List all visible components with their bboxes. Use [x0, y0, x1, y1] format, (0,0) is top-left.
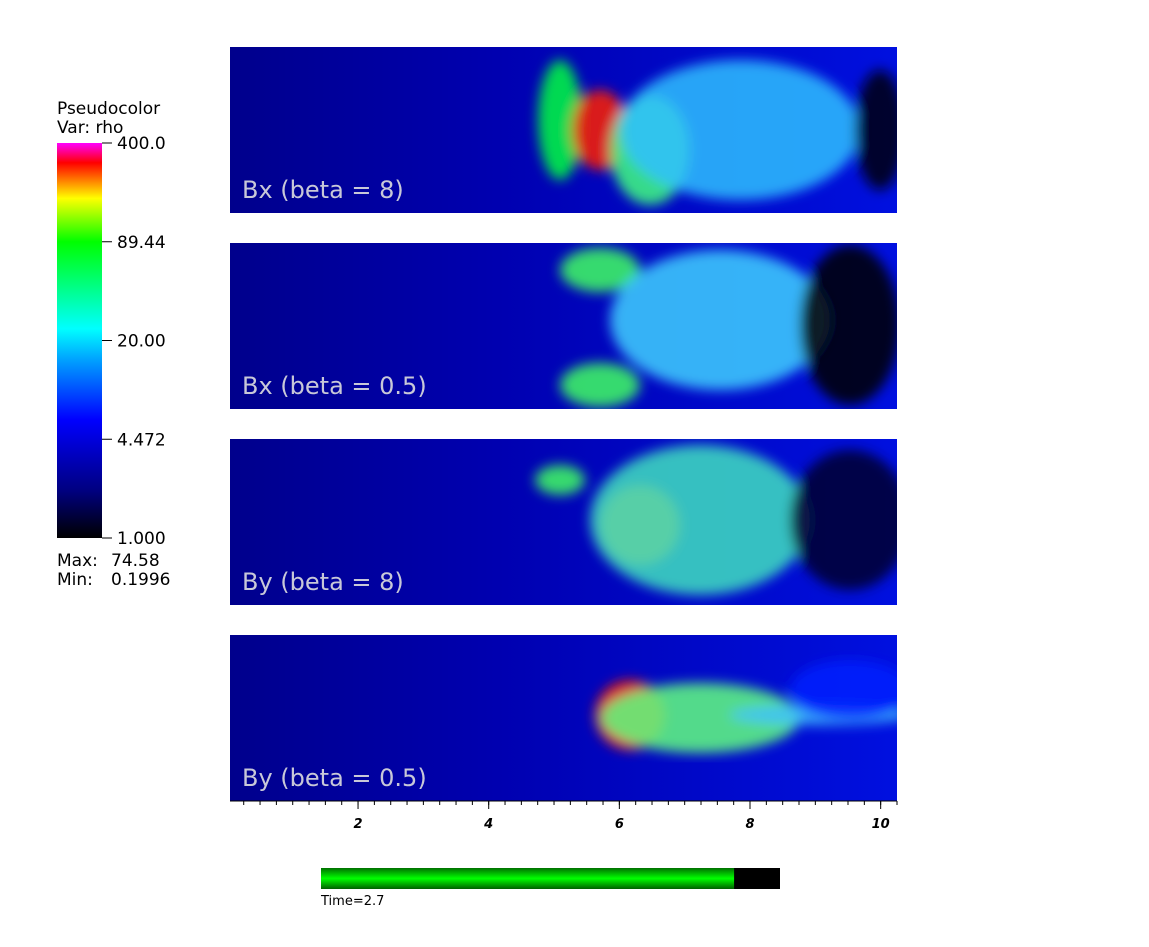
x-tick-label: 8 — [745, 817, 754, 832]
flow-structure — [535, 465, 585, 495]
color-bar — [57, 143, 102, 538]
min-value: 0.1996 — [111, 570, 170, 590]
x-tick-label: 10 — [872, 817, 890, 832]
flow-structure — [560, 248, 640, 292]
time-label: Time=2.7 — [320, 894, 384, 909]
flow-structure — [790, 660, 897, 720]
x-tick-label: 6 — [615, 817, 624, 832]
flow-structure — [538, 60, 582, 180]
legend-tick-label: 20.00 — [117, 332, 166, 352]
panel-label: By (beta = 0.5) — [242, 764, 427, 792]
x-tick-label: 4 — [483, 817, 493, 832]
x-tick-label: 2 — [354, 817, 363, 832]
panel-structures — [560, 245, 897, 407]
legend-tick-label: 4.472 — [117, 430, 166, 450]
flow-structure — [620, 60, 860, 200]
legend-tick-label: 400.0 — [117, 134, 166, 154]
max-value: 74.58 — [111, 551, 160, 571]
flow-structure — [800, 245, 897, 405]
panel-structures — [538, 60, 897, 205]
panels: Bx (beta = 8) Bx (beta = 0.5) By (beta = 8… — [230, 47, 897, 801]
time-progress — [321, 868, 735, 889]
panel-structures — [595, 660, 897, 753]
flow-structure — [600, 683, 800, 753]
legend-tick-label: 89.44 — [117, 233, 166, 253]
max-label: Max: — [57, 551, 98, 571]
flow-structure — [790, 450, 897, 590]
legend-variable: Var: rho — [57, 118, 123, 138]
panel-label: By (beta = 8) — [242, 568, 404, 596]
flow-structure — [590, 445, 810, 595]
legend-tick-label: 1.000 — [117, 529, 166, 549]
flow-structure — [560, 363, 640, 407]
panel-label: Bx (beta = 0.5) — [242, 372, 427, 400]
flow-structure — [610, 250, 830, 390]
panel-label: Bx (beta = 8) — [242, 176, 404, 204]
panel-structures — [535, 445, 897, 595]
flow-structure — [855, 70, 897, 190]
min-label: Min: — [57, 570, 93, 590]
legend-title: Pseudocolor — [57, 99, 160, 119]
